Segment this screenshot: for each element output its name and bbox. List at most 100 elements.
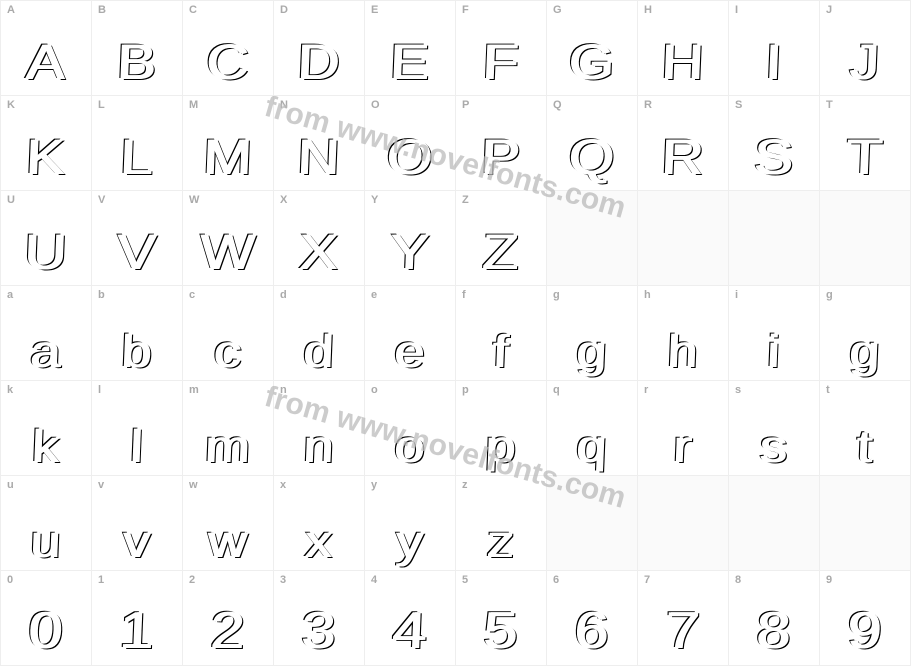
glyph-label: h <box>644 290 651 301</box>
glyph-label: b <box>98 290 105 301</box>
glyph-cell: ww <box>183 476 274 571</box>
glyph-cell: KK <box>1 96 92 191</box>
glyph: p <box>448 423 553 469</box>
glyph-cell: VV <box>92 191 183 286</box>
glyph-cell: qq <box>547 381 638 476</box>
glyph: r <box>630 423 735 469</box>
glyph: d <box>266 328 371 374</box>
glyph-label: I <box>735 5 738 16</box>
glyph: h <box>630 328 735 374</box>
glyph-label: N <box>280 100 288 111</box>
glyph: v <box>84 518 189 564</box>
font-character-map: AABBCCDDEEFFGGHHIIJJKKLLMMNNOOPPQQRRSSTT… <box>0 0 911 666</box>
glyph-cell: mm <box>183 381 274 476</box>
glyph-cell: 88 <box>729 571 820 666</box>
glyph: 9 <box>812 605 911 657</box>
glyph-cell: gg <box>820 286 911 381</box>
glyph-label: A <box>7 5 15 16</box>
glyph: b <box>84 328 189 374</box>
glyph: G <box>539 37 645 87</box>
glyph-cell <box>547 191 638 286</box>
glyph-cell <box>729 476 820 571</box>
glyph-label: S <box>735 100 742 111</box>
glyph-label: 8 <box>735 575 741 586</box>
glyph-label: d <box>280 290 287 301</box>
glyph-label: p <box>462 385 469 396</box>
glyph-cell <box>729 191 820 286</box>
glyph-label: X <box>280 195 287 206</box>
glyph-cell: PP <box>456 96 547 191</box>
glyph-label: u <box>7 480 14 491</box>
glyph: M <box>175 132 281 182</box>
glyph-cell: GG <box>547 1 638 96</box>
glyph-cell: 22 <box>183 571 274 666</box>
glyph-cell: 33 <box>274 571 365 666</box>
glyph-label: c <box>189 290 195 301</box>
glyph: E <box>357 37 463 87</box>
glyph-label: P <box>462 100 469 111</box>
glyph-cell: NN <box>274 96 365 191</box>
glyph-label: U <box>7 195 15 206</box>
glyph: Q <box>539 132 645 182</box>
glyph-label: W <box>189 195 199 206</box>
glyph-label: q <box>553 385 560 396</box>
glyph-cell: SS <box>729 96 820 191</box>
glyph-cell: 00 <box>1 571 92 666</box>
glyph-cell: kk <box>1 381 92 476</box>
glyph: 1 <box>84 605 190 657</box>
glyph-label: Z <box>462 195 469 206</box>
glyph: e <box>357 328 462 374</box>
glyph-cell: ZZ <box>456 191 547 286</box>
glyph: 8 <box>721 605 827 657</box>
glyph-label: 6 <box>553 575 559 586</box>
glyph-label: 1 <box>98 575 104 586</box>
glyph-label: z <box>462 480 468 491</box>
glyph-cell: LL <box>92 96 183 191</box>
glyph-label: H <box>644 5 652 16</box>
glyph: 4 <box>357 605 463 657</box>
glyph-label: R <box>644 100 652 111</box>
glyph: 2 <box>175 605 281 657</box>
glyph-cell: 44 <box>365 571 456 666</box>
glyph-label: B <box>98 5 106 16</box>
glyph-cell <box>820 191 911 286</box>
glyph: m <box>175 423 280 469</box>
glyph: 6 <box>539 605 645 657</box>
glyph-label: 4 <box>371 575 377 586</box>
glyph-label: y <box>371 480 377 491</box>
glyph-cell: oo <box>365 381 456 476</box>
glyph: I <box>721 37 827 87</box>
glyph-cell: MM <box>183 96 274 191</box>
glyph-cell: vv <box>92 476 183 571</box>
glyph-label: 2 <box>189 575 195 586</box>
glyph-cell: CC <box>183 1 274 96</box>
glyph-cell: ss <box>729 381 820 476</box>
glyph-label: g <box>553 290 560 301</box>
glyph-label: T <box>826 100 833 111</box>
glyph: w <box>175 518 280 564</box>
glyph-label: L <box>98 100 105 111</box>
glyph-cell <box>820 476 911 571</box>
glyph-cell: tt <box>820 381 911 476</box>
glyph-label: M <box>189 100 198 111</box>
glyph-cell: II <box>729 1 820 96</box>
glyph: t <box>812 423 911 469</box>
glyph-cell: 11 <box>92 571 183 666</box>
glyph-label: Q <box>553 100 562 111</box>
glyph-label: J <box>826 5 832 16</box>
glyph-label: V <box>98 195 105 206</box>
glyph: N <box>266 132 372 182</box>
glyph-cell: zz <box>456 476 547 571</box>
glyph: R <box>630 132 736 182</box>
glyph-cell: QQ <box>547 96 638 191</box>
glyph: H <box>630 37 736 87</box>
glyph-label: 5 <box>462 575 468 586</box>
glyph: i <box>721 328 826 374</box>
glyph: F <box>448 37 554 87</box>
glyph-cell: 99 <box>820 571 911 666</box>
glyph: D <box>266 37 372 87</box>
glyph-cell: 55 <box>456 571 547 666</box>
glyph: y <box>357 518 462 564</box>
glyph-label: 7 <box>644 575 650 586</box>
glyph-cell: bb <box>92 286 183 381</box>
